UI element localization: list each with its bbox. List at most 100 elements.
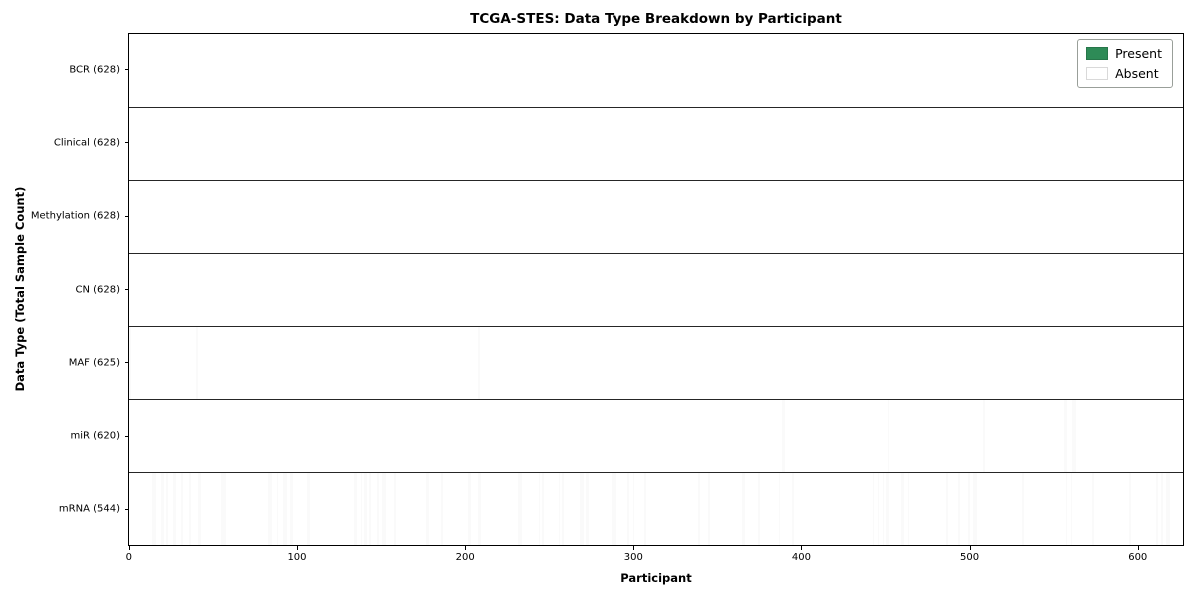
absent-stripe	[887, 400, 890, 472]
absent-stripe	[427, 473, 430, 545]
absent-stripe	[538, 473, 541, 545]
absent-stripe	[478, 473, 480, 545]
absent-stripe	[468, 473, 470, 545]
absent-stripe	[377, 473, 380, 545]
x-tick-label: 600	[1128, 552, 1148, 563]
data-row-BCR	[129, 34, 1183, 107]
absent-stripe	[781, 400, 784, 472]
absent-stripe	[441, 473, 443, 545]
absent-stripe	[644, 473, 646, 545]
absent-stripe	[791, 473, 794, 545]
y-tick-label-CN: CN (628)	[75, 284, 120, 295]
absent-stripe	[585, 473, 588, 545]
x-tick-label: 100	[287, 552, 307, 563]
y-tick-label-MAF: MAF (625)	[68, 357, 120, 369]
absent-stripe	[708, 473, 710, 545]
absent-stripe	[353, 473, 356, 545]
absent-stripe	[355, 473, 358, 545]
absent-stripe	[580, 473, 583, 545]
absent-stripe	[276, 473, 279, 545]
legend-swatch-absent	[1086, 67, 1109, 80]
y-tick-mark	[125, 69, 129, 71]
x-tick-label: 200	[455, 552, 475, 563]
absent-stripe	[877, 473, 880, 545]
absent-stripe	[363, 473, 366, 545]
absent-stripe	[974, 473, 977, 545]
y-tick-label-miR: miR (620)	[70, 430, 120, 442]
absent-stripe	[520, 473, 522, 545]
absent-stripe	[291, 473, 294, 545]
y-tick-mark	[125, 362, 129, 364]
absent-stripe	[587, 473, 589, 545]
absent-stripe	[697, 473, 700, 545]
plot-area: Present Absent	[128, 33, 1184, 546]
data-row-miR	[129, 399, 1183, 472]
absent-stripe	[181, 473, 183, 545]
absent-stripe	[382, 473, 385, 545]
absent-stripe	[1129, 473, 1131, 545]
x-tick-mark	[1137, 546, 1139, 550]
chart-title: TCGA-STES: Data Type Breakdown by Partic…	[470, 11, 842, 27]
absent-stripe	[197, 473, 200, 545]
absent-stripe	[1021, 473, 1024, 545]
absent-stripe	[783, 400, 786, 472]
y-tick-mark	[125, 435, 129, 437]
absent-stripe	[1065, 400, 1068, 472]
absent-stripe	[360, 473, 363, 545]
y-tick-mark	[125, 508, 129, 510]
absent-stripe	[306, 473, 309, 545]
absent-stripe	[174, 473, 176, 545]
x-tick-label: 300	[623, 552, 643, 563]
data-row-Clinical	[129, 107, 1183, 180]
absent-stripe	[290, 473, 292, 545]
absent-stripe	[224, 473, 227, 545]
absent-stripe	[885, 473, 888, 545]
absent-stripe	[1063, 400, 1066, 472]
absent-stripe	[365, 473, 368, 545]
x-tick-labels: 0 100 200 300 400 500 600	[125, 546, 1184, 568]
absent-stripe	[1070, 473, 1073, 545]
y-tick-label-BCR: BCR (628)	[69, 64, 120, 76]
absent-stripe	[958, 473, 960, 545]
data-row-mRNA	[129, 472, 1183, 545]
absent-stripe	[1156, 473, 1158, 545]
data-row-Methylation	[129, 180, 1183, 253]
absent-stripe	[946, 473, 949, 545]
absent-stripe	[632, 473, 635, 545]
absent-stripe	[582, 473, 584, 545]
absent-stripe	[614, 473, 616, 545]
absent-stripe	[968, 473, 970, 545]
absent-stripe	[882, 473, 885, 545]
absent-stripe	[558, 473, 561, 545]
absent-stripe	[758, 473, 761, 545]
absent-stripe	[562, 473, 564, 545]
absent-stripe	[152, 473, 155, 545]
absent-stripe	[172, 473, 175, 545]
absent-stripe	[612, 473, 615, 545]
absent-stripe	[901, 473, 903, 545]
legend-item-present: Present	[1086, 46, 1162, 61]
absent-stripe	[872, 473, 875, 545]
absent-stripe	[222, 473, 225, 545]
legend-item-absent: Absent	[1086, 66, 1162, 81]
absent-stripe	[283, 473, 286, 545]
absent-stripe	[741, 473, 744, 545]
absent-stripe	[154, 473, 156, 545]
legend-label-absent: Absent	[1115, 66, 1159, 81]
absent-stripe	[199, 473, 202, 545]
absent-stripe	[162, 473, 165, 545]
x-tick-mark	[801, 546, 803, 550]
x-tick-label: 0	[125, 552, 133, 563]
x-tick-label: 400	[791, 552, 811, 563]
y-tick-label-Clinical: Clinical (628)	[53, 137, 120, 149]
absent-stripe	[189, 473, 192, 545]
absent-stripe	[268, 473, 270, 545]
legend-label-present: Present	[1115, 46, 1162, 61]
x-tick-label: 500	[960, 552, 980, 563]
absent-stripe	[902, 473, 905, 545]
absent-stripe	[384, 473, 386, 545]
y-tick-label-Methylation: Methylation (628)	[30, 210, 120, 222]
absent-stripe	[394, 473, 396, 545]
y-tick-mark	[125, 289, 129, 290]
